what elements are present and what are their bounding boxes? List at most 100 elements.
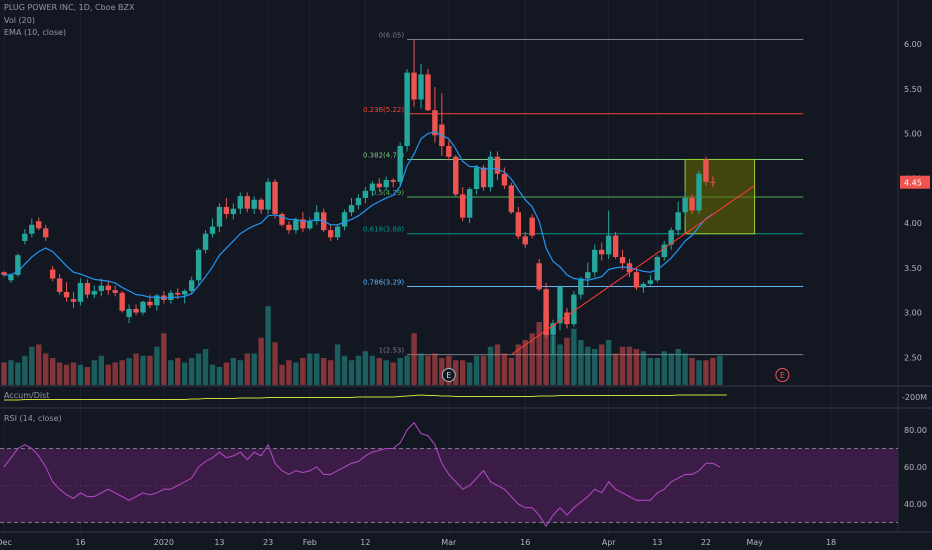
time-axis[interactable]: Dec 16 2020 13 23 Feb 12 Mar 16 Apr 13 22 May 18	[0, 531, 932, 547]
volume-bar	[307, 353, 313, 385]
candle-body	[466, 188, 473, 218]
volume-bar	[230, 358, 237, 385]
candle-body	[43, 228, 49, 238]
volume-bar	[98, 355, 104, 385]
volume-bar	[605, 340, 612, 385]
candle-body	[77, 282, 84, 302]
candle-body	[112, 290, 118, 293]
symbol-legend[interactable]: PLUG POWER INC, 1D, Cboe BZX	[4, 3, 135, 12]
rsi-axis-tick: 60.00	[904, 463, 927, 472]
candle-body	[223, 206, 230, 215]
earnings-marker	[441, 368, 456, 382]
accum-dist-legend[interactable]: Accum/Dist	[4, 391, 50, 400]
volume-bar	[36, 344, 42, 385]
fib-level-label: 0.786(3.29)	[363, 279, 404, 287]
volume-bar	[168, 360, 174, 385]
volume-bar	[480, 355, 487, 385]
volume-bar	[279, 364, 285, 385]
candle-body	[647, 280, 654, 284]
candle-body	[182, 291, 188, 295]
rsi-legend[interactable]: RSI (14, close)	[4, 414, 62, 423]
rsi-band	[0, 448, 898, 523]
volume-bar	[22, 355, 28, 385]
candle-body	[605, 235, 612, 255]
candle-body	[710, 181, 716, 183]
candle-body	[487, 156, 494, 188]
candle-body	[675, 212, 681, 231]
candle-body	[661, 244, 667, 258]
volume-bar	[647, 358, 654, 385]
fib-level-label: 1(2.53)	[379, 347, 405, 355]
candle-body	[91, 291, 98, 295]
volume-bar	[175, 358, 181, 385]
candle-body	[376, 183, 382, 188]
candle-body	[230, 208, 237, 215]
accum-dist-pane	[4, 394, 727, 401]
candle-body	[188, 280, 195, 292]
volume-bar	[592, 349, 598, 385]
candle-body	[119, 292, 125, 311]
volume-bar	[126, 358, 132, 385]
ema-legend[interactable]: EMA (10, close)	[4, 28, 67, 37]
candle-body	[334, 226, 341, 238]
volume-bar	[77, 364, 84, 385]
candle-body	[8, 274, 14, 281]
volume-bar	[710, 358, 716, 385]
time-axis-tick: 22	[701, 538, 711, 547]
volume-bar	[244, 353, 250, 385]
candle-body	[397, 146, 403, 182]
fib-level-label: 0.382(4.71)	[363, 151, 404, 159]
time-axis-tick: 2020	[154, 538, 174, 547]
volume-bar	[161, 333, 167, 385]
volume-bar	[105, 364, 111, 385]
volume-bar	[147, 355, 153, 385]
fib-level-label: 0.236(5.22)	[363, 106, 404, 114]
price-axis-tick: 5.50	[904, 85, 922, 94]
fib-level-label: 0(6.05)	[379, 32, 405, 40]
candle-body	[29, 224, 35, 234]
candle-body	[529, 217, 535, 236]
rsi-axis-tick: 80.00	[904, 426, 927, 435]
volume-bar	[640, 351, 647, 385]
volume-bar	[661, 351, 667, 385]
volume-bar	[272, 342, 278, 385]
volume-bar	[15, 362, 21, 385]
price-axis[interactable]: 6.005.505.004.504.003.503.002.504.45-200…	[900, 40, 930, 509]
volume-bar	[133, 353, 139, 385]
volume-bar	[612, 353, 619, 385]
volume-legend[interactable]: Vol (20)	[4, 16, 35, 25]
pane-separators[interactable]	[0, 0, 932, 532]
volume-bar	[453, 360, 459, 385]
highlight-box-rect	[684, 158, 756, 235]
volume-bar	[43, 353, 49, 385]
candle-body	[668, 230, 674, 245]
candle-body	[49, 269, 56, 279]
volume-bar	[8, 360, 14, 385]
candle-body	[473, 167, 480, 189]
candle-body	[404, 72, 410, 147]
candle-body	[571, 294, 577, 325]
candle-body	[244, 196, 250, 209]
candle-body	[279, 214, 285, 225]
candle-body	[522, 236, 528, 245]
candle-body	[557, 286, 563, 324]
volume-bar	[265, 306, 271, 385]
trendline[interactable]	[511, 184, 755, 355]
volume-bar	[383, 360, 389, 385]
candle-body	[418, 74, 424, 100]
candle-body	[508, 185, 515, 213]
price-axis-tick: 6.00	[904, 40, 922, 49]
candle-body	[446, 146, 452, 157]
volume-bar	[1, 362, 7, 385]
time-axis-tick: 16	[75, 538, 85, 547]
candle-body	[453, 156, 459, 195]
volume-bar	[195, 353, 202, 385]
candle-body	[314, 212, 320, 222]
time-axis-tick: Apr	[602, 538, 617, 547]
volume-bar	[216, 367, 223, 385]
highlight-box[interactable]	[684, 158, 756, 235]
volume-bar	[119, 360, 125, 385]
volume-bar	[397, 358, 403, 385]
